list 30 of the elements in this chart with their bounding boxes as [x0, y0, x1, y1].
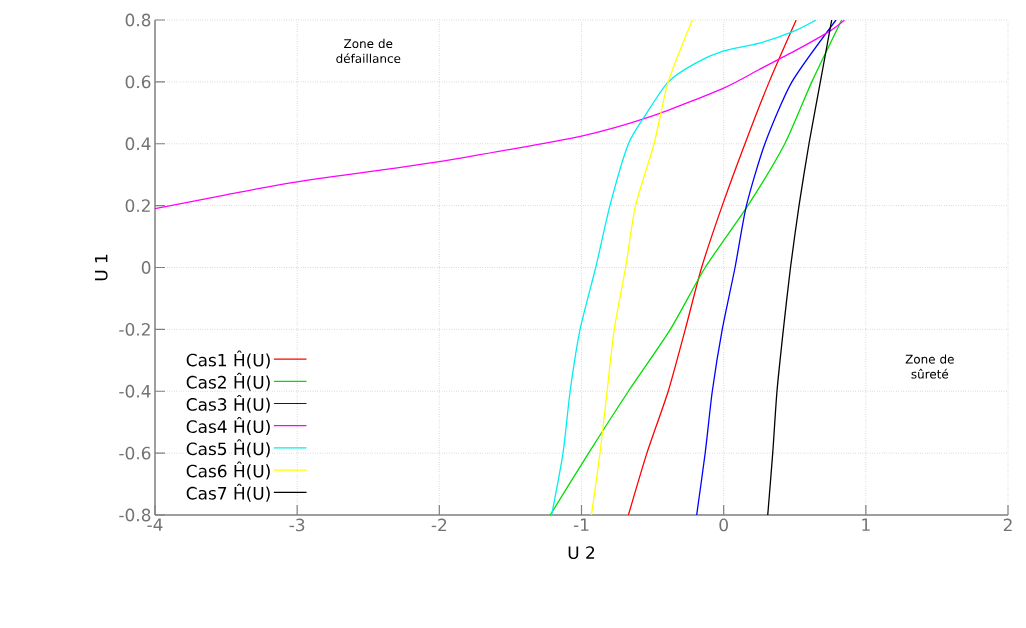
y-axis-title: U 1: [95, 254, 108, 281]
legend-label: Cas5 Ĥ(U): [186, 439, 270, 458]
y-tick-label: 0.8: [125, 13, 151, 27]
y-tick-label: -0.2: [119, 322, 150, 336]
line-series: [767, 20, 833, 515]
line-series: [696, 20, 837, 515]
x-tick-label: -3: [289, 518, 305, 532]
y-tick-label: -0.4: [119, 384, 151, 398]
annotation: Zone de sûreté: [905, 354, 954, 379]
y-tick-label: 0: [141, 261, 151, 274]
y-tick-label: 0.6: [125, 75, 151, 89]
legend-label: Cas7 Ĥ(U): [186, 483, 270, 502]
legend-label: Cas1 Ĥ(U): [186, 350, 270, 369]
y-tick-label: 0.2: [125, 199, 150, 213]
line-series: [627, 20, 797, 515]
annotation: Zone de défaillance: [336, 38, 401, 64]
legend-label: Cas4 Ĥ(U): [186, 417, 270, 436]
legend-label: Cas6 Ĥ(U): [186, 461, 270, 480]
x-tick-label: 1: [862, 518, 870, 531]
x-tick-label: 0: [719, 518, 728, 532]
x-axis-title: U 2: [568, 546, 595, 559]
line-series: [590, 20, 694, 515]
x-tick-label: -2: [431, 518, 447, 532]
y-tick-label: 0.4: [125, 137, 151, 151]
legend-label: Cas2 Ĥ(U): [186, 372, 270, 391]
y-tick-label: -0.6: [119, 446, 151, 460]
x-tick-label: -1: [573, 518, 589, 531]
line-series: [155, 20, 846, 210]
legend-label: Cas3 Ĥ(U): [186, 394, 270, 413]
x-tick-label: 2: [1003, 518, 1012, 532]
